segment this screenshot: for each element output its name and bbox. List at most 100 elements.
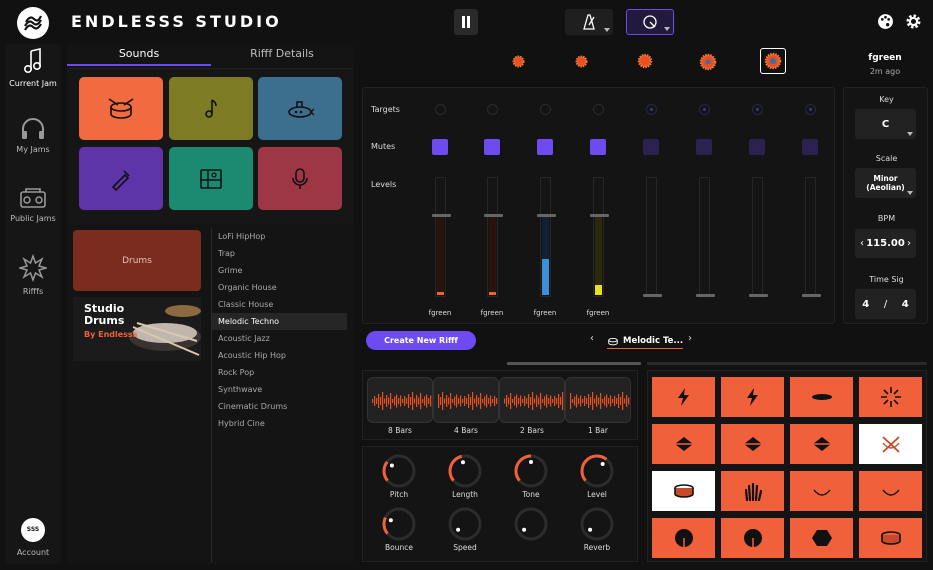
mute-toggle[interactable] — [802, 139, 818, 155]
metronome-button[interactable] — [565, 9, 613, 35]
level-fader[interactable] — [590, 177, 609, 297]
instrument-drums-tile[interactable] — [79, 77, 163, 140]
level-fader[interactable] — [432, 177, 451, 297]
palette-icon[interactable] — [877, 13, 894, 34]
target-toggle[interactable] — [435, 104, 446, 115]
fx-knob[interactable] — [579, 506, 615, 546]
genre-item[interactable]: Hybrid Cine — [218, 419, 265, 428]
level-fader[interactable] — [643, 177, 662, 297]
fader-handle[interactable] — [537, 214, 556, 217]
tab-sounds[interactable]: Sounds — [67, 44, 211, 66]
next-sound-chevron-icon[interactable]: › — [688, 333, 692, 344]
bpm-increase-icon[interactable]: › — [907, 238, 911, 249]
mute-toggle[interactable] — [643, 139, 659, 155]
level-fader[interactable] — [484, 177, 503, 297]
genre-item[interactable]: LoFi HipHop — [218, 232, 266, 241]
target-toggle[interactable] — [699, 104, 710, 115]
drums-category-card[interactable]: Drums — [73, 230, 201, 291]
genre-item[interactable]: Trap — [218, 249, 235, 258]
target-toggle[interactable] — [540, 104, 551, 115]
endlesss-logo[interactable] — [17, 7, 49, 39]
instrument-bass-tile[interactable] — [258, 77, 342, 140]
drum-pad[interactable] — [859, 377, 922, 417]
genre-item[interactable]: Melodic Techno — [212, 313, 347, 330]
fader-handle[interactable] — [643, 294, 662, 297]
instrument-vocal-tile[interactable] — [258, 147, 342, 210]
fx-knob[interactable] — [579, 453, 615, 493]
quantize-button[interactable] — [626, 9, 674, 35]
genre-item[interactable]: Classic House — [218, 300, 274, 309]
mute-toggle[interactable] — [432, 139, 448, 155]
genre-item[interactable]: Rock Pop — [218, 368, 255, 377]
target-toggle[interactable] — [487, 104, 498, 115]
fader-handle[interactable] — [696, 294, 715, 297]
prev-sound-chevron-icon[interactable]: ‹ — [590, 333, 594, 344]
drum-pad[interactable] — [652, 424, 715, 464]
create-new-rifff-button[interactable]: Create New Rifff — [366, 331, 476, 350]
drum-pad[interactable] — [721, 518, 784, 558]
loop-card[interactable] — [433, 377, 499, 423]
drum-pad[interactable] — [859, 424, 922, 464]
scroll-indicator[interactable] — [507, 362, 641, 365]
genre-item[interactable]: Organic House — [218, 283, 277, 292]
key-select[interactable]: C — [855, 109, 916, 139]
mute-toggle[interactable] — [537, 139, 553, 155]
level-fader[interactable] — [537, 177, 556, 297]
drum-pad[interactable] — [859, 518, 922, 558]
instrument-sampler-tile[interactable] — [169, 147, 253, 210]
genre-item[interactable]: Grime — [218, 266, 243, 275]
track-avatar-icon[interactable] — [699, 53, 717, 71]
gear-icon[interactable] — [905, 13, 922, 34]
level-fader[interactable] — [696, 177, 715, 297]
target-toggle[interactable] — [752, 104, 763, 115]
fx-knob[interactable] — [381, 506, 417, 546]
fx-knob[interactable] — [513, 453, 549, 493]
drum-pad[interactable] — [790, 471, 853, 511]
track-avatar-icon[interactable] — [575, 55, 588, 68]
pause-button[interactable] — [454, 9, 478, 35]
fx-knob[interactable] — [447, 506, 483, 546]
fader-handle[interactable] — [749, 294, 768, 297]
sidebar-item-current-jam[interactable]: Current Jam — [5, 48, 61, 88]
drum-pad[interactable] — [652, 518, 715, 558]
mute-toggle[interactable] — [749, 139, 765, 155]
sidebar-item-rifffs[interactable]: Rifffs — [5, 254, 61, 296]
genre-item[interactable]: Acoustic Jazz — [218, 334, 270, 343]
fx-knob[interactable] — [447, 453, 483, 493]
tab-rifff-details[interactable]: Rifff Details — [250, 47, 314, 60]
fader-handle[interactable] — [590, 214, 609, 217]
scale-select[interactable]: Minor (Aeolian) — [855, 168, 916, 198]
track-avatar-icon[interactable] — [637, 53, 653, 69]
bpm-control[interactable]: ‹ 115.00 › — [855, 229, 916, 258]
genre-item[interactable]: Synthwave — [218, 385, 263, 394]
drum-pad[interactable] — [859, 471, 922, 511]
fader-handle[interactable] — [802, 294, 821, 297]
target-toggle[interactable] — [805, 104, 816, 115]
track-avatar-icon[interactable] — [512, 55, 525, 68]
genre-item[interactable]: Cinematic Drums — [218, 402, 288, 411]
sound-pack-art[interactable]: Studio Drums By Endlesss — [73, 297, 201, 361]
genre-item[interactable]: Acoustic Hip Hop — [218, 351, 287, 360]
sound-selector[interactable]: Melodic Te... — [607, 333, 684, 349]
instrument-synth-tile[interactable] — [79, 147, 163, 210]
mute-toggle[interactable] — [696, 139, 712, 155]
bpm-decrease-icon[interactable]: ‹ — [860, 238, 864, 249]
drum-pad[interactable] — [721, 471, 784, 511]
loop-card[interactable] — [565, 377, 631, 423]
drum-pad[interactable] — [790, 518, 853, 558]
target-toggle[interactable] — [646, 104, 657, 115]
mute-toggle[interactable] — [484, 139, 500, 155]
loop-card[interactable] — [367, 377, 433, 423]
fader-handle[interactable] — [484, 214, 503, 217]
sidebar-item-public-jams[interactable]: Public Jams — [5, 187, 61, 223]
loop-card[interactable] — [499, 377, 565, 423]
track-avatar-selected[interactable] — [760, 48, 786, 74]
drum-pad[interactable] — [721, 377, 784, 417]
drum-pad[interactable] — [790, 424, 853, 464]
drum-pad[interactable] — [790, 377, 853, 417]
instrument-note-tile[interactable] — [169, 77, 253, 140]
drum-pad[interactable] — [652, 377, 715, 417]
fader-handle[interactable] — [432, 214, 451, 217]
level-fader[interactable] — [802, 177, 821, 297]
drum-pad[interactable] — [721, 424, 784, 464]
